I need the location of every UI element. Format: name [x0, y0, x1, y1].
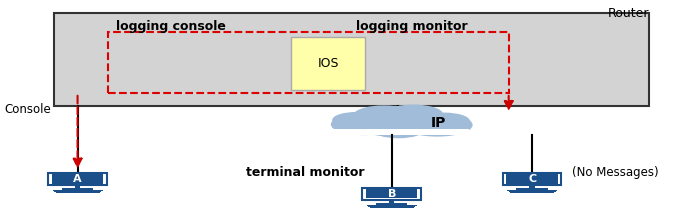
Circle shape [373, 122, 424, 138]
Text: (No Messages): (No Messages) [572, 166, 659, 179]
FancyBboxPatch shape [516, 188, 547, 190]
Text: IOS: IOS [318, 57, 339, 70]
Circle shape [332, 114, 396, 134]
Circle shape [354, 106, 413, 124]
Text: IP: IP [431, 116, 446, 130]
Text: Router: Router [607, 7, 649, 20]
FancyBboxPatch shape [503, 173, 562, 185]
FancyBboxPatch shape [75, 185, 80, 188]
FancyBboxPatch shape [370, 207, 413, 208]
FancyBboxPatch shape [54, 13, 649, 106]
FancyBboxPatch shape [366, 189, 418, 199]
Text: logging console: logging console [116, 20, 226, 33]
FancyBboxPatch shape [529, 185, 535, 188]
Circle shape [418, 113, 469, 129]
FancyBboxPatch shape [54, 191, 101, 192]
Circle shape [346, 107, 437, 135]
FancyBboxPatch shape [48, 173, 107, 185]
Text: logging monitor: logging monitor [356, 20, 468, 33]
FancyBboxPatch shape [507, 174, 558, 184]
FancyBboxPatch shape [52, 190, 103, 191]
FancyBboxPatch shape [328, 128, 469, 135]
Text: C: C [528, 174, 536, 184]
FancyBboxPatch shape [368, 206, 415, 207]
FancyBboxPatch shape [52, 174, 103, 184]
Text: Console: Console [4, 103, 51, 116]
FancyBboxPatch shape [292, 37, 365, 90]
FancyBboxPatch shape [362, 188, 421, 200]
FancyBboxPatch shape [389, 200, 394, 203]
Text: terminal monitor: terminal monitor [245, 166, 364, 179]
Text: B: B [388, 189, 396, 199]
Circle shape [384, 105, 443, 124]
FancyBboxPatch shape [376, 203, 407, 205]
Text: A: A [73, 174, 82, 184]
Circle shape [333, 113, 381, 128]
FancyBboxPatch shape [509, 191, 556, 192]
FancyBboxPatch shape [510, 192, 554, 193]
Circle shape [403, 114, 472, 136]
FancyBboxPatch shape [62, 188, 93, 190]
FancyBboxPatch shape [367, 205, 417, 206]
FancyBboxPatch shape [507, 190, 557, 191]
FancyBboxPatch shape [56, 192, 99, 193]
